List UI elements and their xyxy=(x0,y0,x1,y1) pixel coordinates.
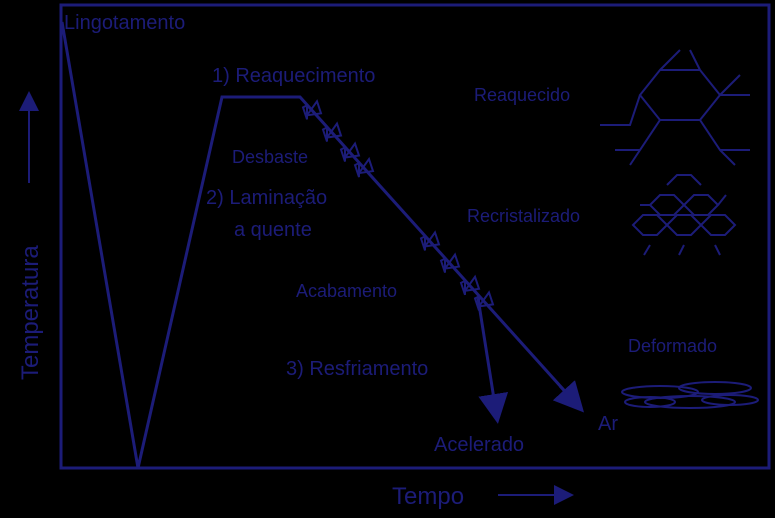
roller xyxy=(321,125,328,142)
label: 2) Laminação xyxy=(206,187,327,209)
accelerated-branch xyxy=(476,297,509,424)
x-axis-label: Tempo xyxy=(392,483,464,510)
label: Desbaste xyxy=(232,147,308,167)
roller xyxy=(339,145,346,162)
rollers xyxy=(301,99,495,311)
y-axis-label: Temperatura xyxy=(17,245,44,380)
roller xyxy=(422,230,441,248)
roller xyxy=(473,294,480,311)
recrystallized-grains xyxy=(631,174,737,256)
label: Lingotamento xyxy=(64,12,185,34)
label: Ar xyxy=(598,413,618,435)
label: Acabamento xyxy=(296,281,397,301)
roller xyxy=(304,99,323,117)
label: Acelerado xyxy=(434,434,524,456)
roller xyxy=(301,103,308,120)
label: Recristalizado xyxy=(467,206,580,226)
roller xyxy=(439,256,446,273)
roller xyxy=(462,274,481,293)
roller xyxy=(419,234,426,251)
label: Reaquecido xyxy=(474,85,570,105)
label: a quente xyxy=(234,219,312,241)
roller xyxy=(442,252,461,270)
air-arrow-head xyxy=(552,380,585,413)
roller xyxy=(353,161,360,178)
roller xyxy=(324,121,343,139)
process-line xyxy=(60,21,582,469)
frame xyxy=(59,3,771,470)
label: 1) Reaquecimento xyxy=(212,65,375,87)
roller xyxy=(356,156,375,175)
label: Deformado xyxy=(628,336,717,356)
reheated-grains xyxy=(600,49,750,166)
roller xyxy=(459,279,466,296)
roller xyxy=(476,290,495,308)
deformed-grains xyxy=(621,381,759,409)
roller xyxy=(342,141,361,159)
label: 3) Resfriamento xyxy=(286,358,428,380)
